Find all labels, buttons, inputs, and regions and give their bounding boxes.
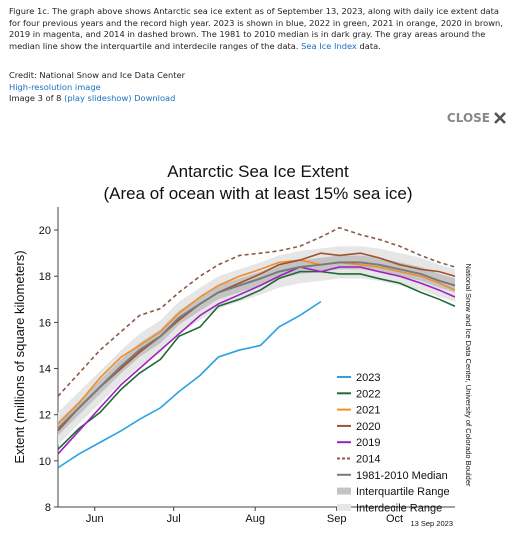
y-tick-label: 14	[39, 364, 51, 376]
caption-link[interactable]: Sea Ice Index	[301, 40, 357, 51]
legend-label: 2020	[356, 421, 380, 433]
series-line	[57, 261, 456, 430]
y-tick-label: 16	[39, 317, 51, 329]
legend-label: 2022	[356, 388, 380, 400]
caption-body: Figure 1c. The graph above shows Antarct…	[9, 6, 503, 51]
download-link[interactable]: Download	[134, 93, 176, 104]
series-line	[57, 226, 456, 397]
x-tick-label: Aug	[245, 513, 265, 525]
chart-title: Antarctic Sea Ice Extent	[167, 162, 349, 181]
close-icon	[494, 112, 506, 124]
x-tick-label: Oct	[386, 513, 403, 525]
y-tick-label: 12	[39, 410, 51, 422]
legend-label: 1981-2010 Median	[356, 470, 448, 482]
caption-text: Figure 1c. The graph above shows Antarct…	[9, 6, 509, 52]
credit: Credit: National Snow and Ice Data Cente…	[9, 70, 185, 80]
y-tick-label: 10	[39, 456, 51, 468]
y-axis-label: Extent (millions of square kilometers)	[12, 250, 27, 463]
y-tick-label: 18	[39, 271, 51, 283]
legend-label: 2023	[356, 372, 380, 384]
y-tick-label: 8	[45, 502, 51, 514]
series-line	[57, 259, 456, 425]
source-credit: National Snow and Ice Data Center, Unive…	[464, 263, 473, 487]
date-stamp: 13 Sep 2023	[410, 519, 453, 528]
legend-label: 2021	[356, 405, 380, 417]
caption-end: data.	[359, 40, 381, 51]
close-label: CLOSE	[446, 111, 490, 125]
legend-label: Interquartile Range	[356, 486, 450, 498]
image-count: Image 3 of 8	[9, 93, 62, 104]
x-tick-label: Sep	[327, 513, 347, 525]
series-line	[57, 266, 456, 455]
x-tick-label: Jul	[167, 513, 181, 525]
legend-label: 2019	[356, 437, 380, 449]
caption: Figure 1c. The graph above shows Antarct…	[9, 6, 509, 52]
chart-subtitle: (Area of ocean with at least 15% sea ice…	[104, 184, 413, 203]
hires-link[interactable]: High-resolution image	[9, 81, 101, 92]
credit-block: Credit: National Snow and Ice Data Cente…	[9, 70, 185, 105]
legend-label: Interdecile Range	[356, 502, 442, 514]
legend-label: 2014	[356, 454, 380, 466]
x-tick-label: Jun	[86, 513, 104, 525]
slideshow-link[interactable]: (play slideshow)	[64, 93, 132, 104]
series-line	[57, 252, 456, 432]
close-button[interactable]: CLOSE	[447, 111, 506, 125]
y-tick-label: 20	[39, 225, 51, 237]
series-line	[57, 300, 322, 469]
series-line	[57, 270, 456, 450]
